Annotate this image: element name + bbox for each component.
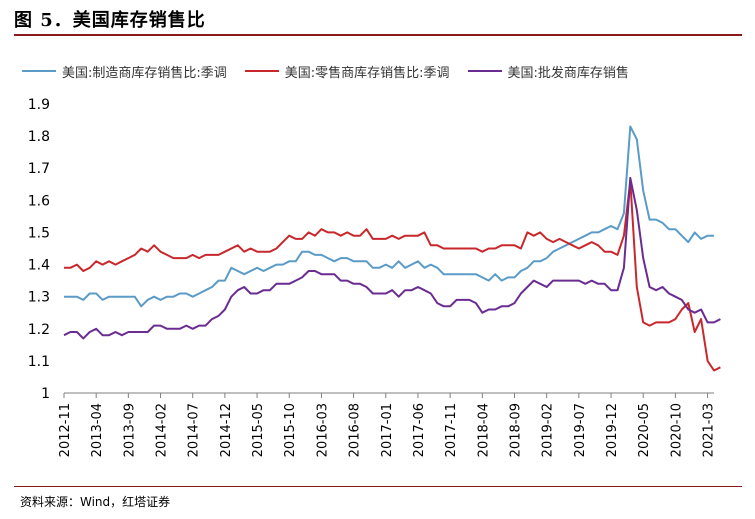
figure-title: 图 5．美国库存销售比 [14, 10, 206, 31]
legend-swatch-wholesaler [467, 70, 502, 72]
x-tick-label: 2017-11 [444, 403, 459, 457]
x-tick-label: 2020-10 [669, 403, 684, 457]
series-line-1 [64, 180, 721, 372]
y-tick-label: 1.1 [28, 354, 50, 370]
series-line-0 [64, 125, 714, 308]
source-rule [14, 486, 742, 487]
legend-item-manufacturer: 美国:制造商库存销售比:季调 [22, 62, 227, 81]
legend-item-retailer: 美国:零售商库存销售比:季调 [244, 62, 450, 81]
x-tick-label: 2019-12 [605, 403, 620, 457]
x-tick-label: 2019-02 [541, 403, 556, 457]
y-tick-label: 1.4 [28, 258, 50, 274]
x-tick-label: 2019-07 [573, 403, 588, 457]
x-tick-label: 2021-03 [702, 403, 717, 457]
legend-label-manufacturer: 美国:制造商库存销售比:季调 [62, 65, 227, 81]
y-tick-label: 1.3 [28, 290, 50, 306]
y-tick-label: 1.5 [28, 225, 50, 241]
y-tick-label: 1 [41, 386, 50, 402]
source-note: 资料来源：Wind，红塔证券 [20, 495, 171, 509]
x-tick-label: 2014-02 [155, 403, 170, 457]
legend-label-retailer: 美国:零售商库存销售比:季调 [284, 65, 450, 81]
x-tick-label: 2016-08 [348, 403, 363, 457]
x-tick-label: 2017-06 [412, 403, 427, 457]
legend-swatch-manufacturer [22, 70, 56, 72]
y-tick-label: 1.8 [28, 129, 50, 145]
y-tick-label: 1.6 [28, 193, 50, 209]
x-tick-label: 2012-11 [58, 403, 73, 457]
series-line-2 [63, 176, 721, 340]
x-tick-label: 2015-05 [251, 403, 266, 457]
y-tick-label: 1.9 [28, 97, 50, 113]
legend-swatch-retailer [244, 70, 279, 72]
legend: 美国:制造商库存销售比:季调 美国:零售商库存销售比:季调 美国:批发商库存销售 [22, 60, 647, 82]
y-tick-label: 1.2 [28, 322, 50, 338]
x-tick-label: 2013-04 [90, 403, 105, 457]
x-tick-label: 2013-09 [122, 403, 137, 457]
legend-label-wholesaler: 美国:批发商库存销售 [507, 65, 629, 81]
x-tick-label: 2017-01 [380, 403, 395, 457]
x-tick-label: 2018-04 [476, 403, 491, 457]
x-tick-label: 2014-07 [187, 403, 202, 457]
title-rule [14, 34, 742, 36]
x-tick-label: 2018-09 [508, 403, 523, 457]
legend-item-wholesaler: 美国:批发商库存销售 [467, 62, 629, 81]
x-tick-label: 2015-10 [283, 403, 298, 457]
x-tick-label: 2016-03 [315, 403, 330, 457]
x-tick-label: 2020-05 [637, 403, 652, 457]
y-tick-label: 1.7 [28, 161, 50, 177]
x-tick-label: 2014-12 [219, 403, 234, 457]
